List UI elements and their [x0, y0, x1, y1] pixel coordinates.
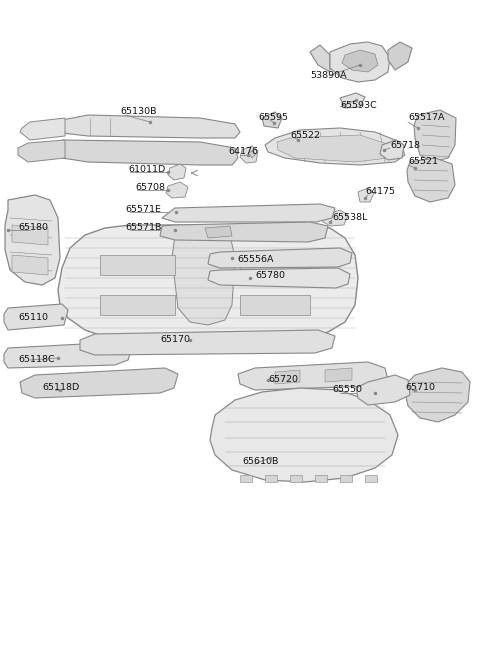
- Text: 65718: 65718: [390, 141, 420, 149]
- Polygon shape: [160, 222, 328, 242]
- Polygon shape: [365, 475, 377, 482]
- Polygon shape: [275, 370, 300, 384]
- Polygon shape: [340, 475, 352, 482]
- Polygon shape: [310, 45, 330, 72]
- Polygon shape: [12, 225, 48, 245]
- Polygon shape: [262, 112, 282, 128]
- Polygon shape: [330, 42, 390, 82]
- Text: 65170: 65170: [160, 335, 190, 345]
- Text: 65780: 65780: [255, 271, 285, 280]
- Text: 65118C: 65118C: [18, 356, 55, 364]
- Polygon shape: [240, 475, 252, 482]
- Text: 65595: 65595: [258, 113, 288, 121]
- Polygon shape: [240, 146, 258, 163]
- Text: 65550: 65550: [332, 386, 362, 394]
- Text: 65610B: 65610B: [242, 457, 278, 466]
- Text: 65708: 65708: [135, 183, 165, 193]
- Polygon shape: [290, 475, 302, 482]
- Polygon shape: [407, 158, 455, 202]
- Polygon shape: [100, 295, 175, 315]
- Polygon shape: [340, 93, 365, 108]
- Polygon shape: [265, 475, 277, 482]
- Polygon shape: [20, 368, 178, 398]
- Polygon shape: [172, 228, 235, 325]
- Polygon shape: [205, 226, 232, 238]
- Polygon shape: [248, 151, 256, 158]
- Polygon shape: [358, 188, 374, 202]
- Polygon shape: [405, 368, 470, 422]
- Text: 64175: 64175: [365, 187, 395, 196]
- Polygon shape: [20, 118, 65, 140]
- Polygon shape: [325, 368, 352, 382]
- Polygon shape: [240, 295, 310, 315]
- Text: 65130B: 65130B: [120, 107, 156, 117]
- Polygon shape: [4, 304, 68, 330]
- Polygon shape: [277, 135, 390, 162]
- Polygon shape: [265, 128, 405, 165]
- Polygon shape: [168, 164, 186, 180]
- Text: 65538L: 65538L: [332, 214, 367, 223]
- Text: 65571B: 65571B: [125, 223, 161, 233]
- Text: 65556A: 65556A: [237, 255, 274, 265]
- Text: 65710: 65710: [405, 383, 435, 392]
- Text: 65180: 65180: [18, 223, 48, 233]
- Polygon shape: [238, 362, 388, 390]
- Text: 65571E: 65571E: [125, 206, 161, 214]
- Text: 65522: 65522: [290, 130, 320, 140]
- Polygon shape: [208, 248, 352, 268]
- Text: 65110: 65110: [18, 314, 48, 322]
- Text: 65517A: 65517A: [408, 113, 444, 122]
- Polygon shape: [62, 140, 238, 165]
- Text: 65118D: 65118D: [42, 383, 79, 392]
- Text: 65521: 65521: [408, 157, 438, 166]
- Polygon shape: [414, 110, 456, 162]
- Polygon shape: [208, 268, 350, 288]
- Polygon shape: [5, 195, 60, 285]
- Polygon shape: [166, 182, 188, 198]
- Text: 65720: 65720: [268, 375, 298, 384]
- Polygon shape: [62, 115, 240, 138]
- Polygon shape: [342, 50, 378, 72]
- Polygon shape: [380, 140, 404, 160]
- Polygon shape: [322, 210, 348, 226]
- Polygon shape: [240, 255, 310, 275]
- Text: 61011D: 61011D: [128, 166, 165, 174]
- Polygon shape: [388, 42, 412, 70]
- Polygon shape: [162, 204, 335, 222]
- Text: 65593C: 65593C: [340, 100, 377, 109]
- Polygon shape: [18, 140, 65, 162]
- Polygon shape: [356, 375, 410, 405]
- Polygon shape: [315, 475, 327, 482]
- Text: 64176: 64176: [228, 147, 258, 157]
- Polygon shape: [12, 255, 48, 275]
- Polygon shape: [80, 330, 335, 355]
- Polygon shape: [100, 255, 175, 275]
- Polygon shape: [210, 388, 398, 482]
- Polygon shape: [58, 225, 358, 340]
- Text: 53890A: 53890A: [310, 71, 347, 79]
- Polygon shape: [4, 342, 132, 368]
